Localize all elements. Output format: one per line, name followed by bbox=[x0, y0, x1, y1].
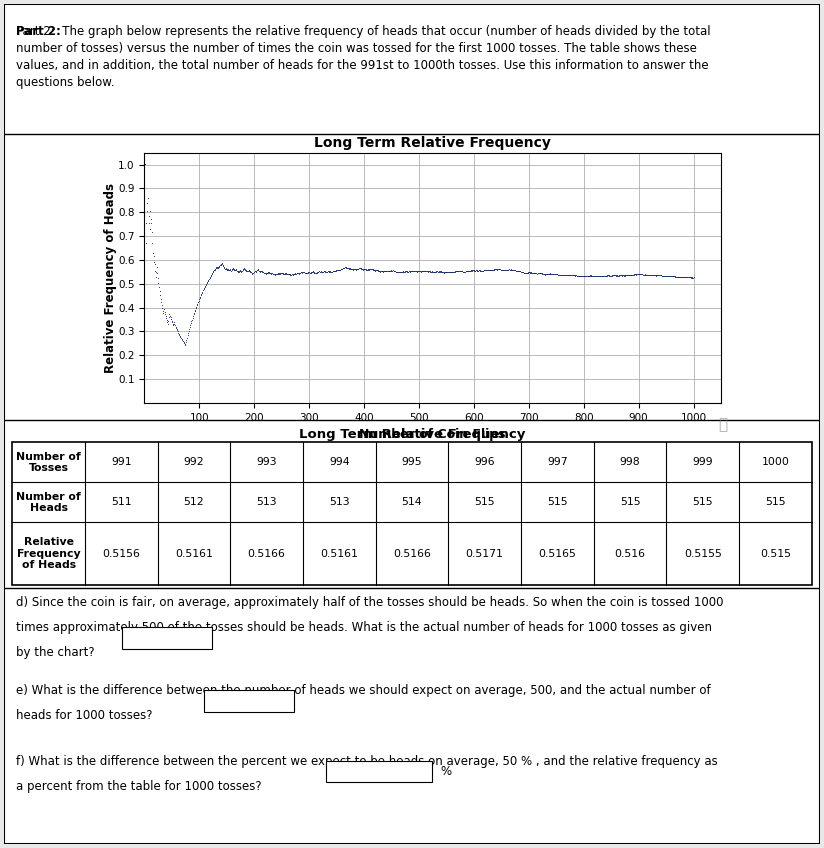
X-axis label: Number of Coin Flips: Number of Coin Flips bbox=[359, 428, 506, 441]
Text: 0.516: 0.516 bbox=[615, 549, 645, 559]
Text: 994: 994 bbox=[329, 457, 349, 467]
Text: %: % bbox=[441, 765, 452, 778]
Text: d) Since the coin is fair, on average, approximately half of the tosses should b: d) Since the coin is fair, on average, a… bbox=[16, 596, 723, 609]
Text: times approximately 500 of the tosses should be heads. What is the actual number: times approximately 500 of the tosses sh… bbox=[16, 622, 713, 634]
Title: Long Term Relative Frequency: Long Term Relative Frequency bbox=[314, 136, 551, 150]
Text: 0.5166: 0.5166 bbox=[393, 549, 431, 559]
Text: 0.5161: 0.5161 bbox=[321, 549, 358, 559]
Text: 1000: 1000 bbox=[761, 457, 789, 467]
Text: Relative
Frequency
of Heads: Relative Frequency of Heads bbox=[16, 537, 81, 571]
Text: 515: 515 bbox=[620, 498, 640, 507]
Text: 0.5156: 0.5156 bbox=[102, 549, 140, 559]
Text: Part 2:  The graph below represents the relative frequency of heads that occur (: Part 2: The graph below represents the r… bbox=[16, 25, 711, 89]
Text: 992: 992 bbox=[184, 457, 204, 467]
Bar bbox=[12, 443, 812, 585]
Text: f) What is the difference between the percent we expect to be heads on average, : f) What is the difference between the pe… bbox=[16, 755, 718, 767]
Text: 515: 515 bbox=[547, 498, 568, 507]
Text: 999: 999 bbox=[692, 457, 713, 467]
Text: 997: 997 bbox=[547, 457, 568, 467]
Bar bbox=[204, 690, 293, 712]
Text: 512: 512 bbox=[184, 498, 204, 507]
Text: 995: 995 bbox=[401, 457, 423, 467]
Text: Number of
Heads: Number of Heads bbox=[16, 492, 81, 513]
Text: 991: 991 bbox=[111, 457, 132, 467]
Text: e) What is the difference between the number of heads we should expect on averag: e) What is the difference between the nu… bbox=[16, 684, 711, 697]
Text: a percent from the table for 1000 tosses?: a percent from the table for 1000 tosses… bbox=[16, 780, 262, 793]
Text: 515: 515 bbox=[475, 498, 495, 507]
Text: 513: 513 bbox=[256, 498, 277, 507]
Text: Part 2:: Part 2: bbox=[16, 25, 61, 38]
Bar bbox=[123, 628, 212, 649]
Text: heads for 1000 tosses?: heads for 1000 tosses? bbox=[16, 710, 153, 722]
Text: 0.5155: 0.5155 bbox=[684, 549, 722, 559]
Y-axis label: Relative Frequency of Heads: Relative Frequency of Heads bbox=[104, 182, 116, 373]
Text: 0.5165: 0.5165 bbox=[538, 549, 576, 559]
Text: 515: 515 bbox=[765, 498, 786, 507]
Bar bbox=[326, 761, 433, 783]
Text: 513: 513 bbox=[329, 498, 349, 507]
Text: by the chart?: by the chart? bbox=[16, 646, 95, 660]
Text: 0.5166: 0.5166 bbox=[248, 549, 286, 559]
Text: 0.515: 0.515 bbox=[760, 549, 791, 559]
Text: 998: 998 bbox=[620, 457, 640, 467]
Text: Number of
Tosses: Number of Tosses bbox=[16, 452, 81, 473]
Text: 0.5161: 0.5161 bbox=[175, 549, 213, 559]
Text: 515: 515 bbox=[692, 498, 713, 507]
Text: 511: 511 bbox=[111, 498, 132, 507]
Text: 993: 993 bbox=[256, 457, 277, 467]
Text: 996: 996 bbox=[475, 457, 495, 467]
Text: ⌕: ⌕ bbox=[718, 417, 727, 432]
Text: Long Term Relative Frequency: Long Term Relative Frequency bbox=[299, 428, 525, 441]
Text: 0.5171: 0.5171 bbox=[466, 549, 503, 559]
Text: 514: 514 bbox=[401, 498, 423, 507]
